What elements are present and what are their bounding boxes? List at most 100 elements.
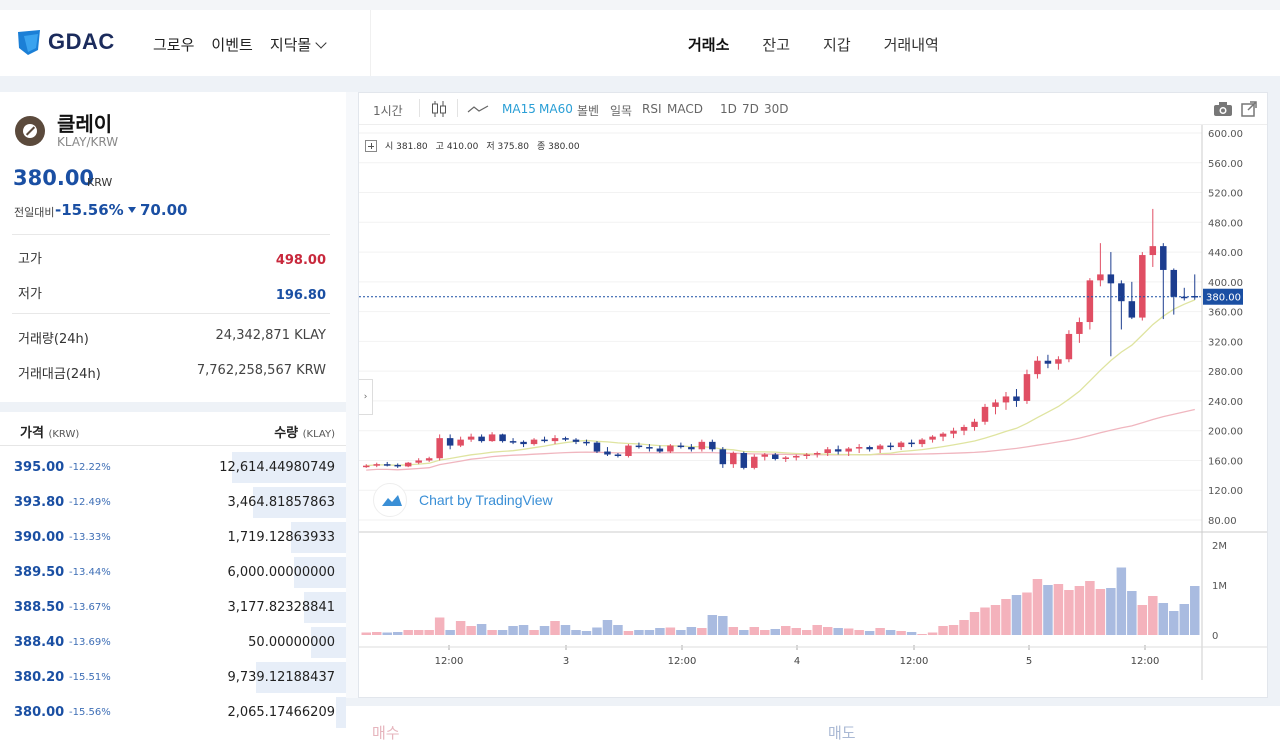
candle-body (404, 462, 412, 467)
orderbook-row[interactable]: 395.00 -12.22% 12,614.44980749 (0, 450, 346, 485)
volume-bar (770, 629, 780, 635)
candlestick-icon[interactable] (431, 100, 447, 118)
candle-body (1160, 246, 1167, 270)
tab-balance[interactable]: 잔고 (762, 36, 791, 54)
depth-bar (311, 627, 346, 658)
expand-icon[interactable] (365, 139, 377, 152)
orderbook-percent: -12.49% (69, 497, 111, 508)
ohlc-high-value: 410.00 (446, 142, 479, 152)
candle-body (551, 438, 559, 442)
price-chart[interactable]: 600.00560.00520.00480.00440.00400.00360.… (359, 125, 1267, 699)
candle-body (625, 445, 632, 456)
top-navigation: GDAC 그로우 이벤트 지닥몰 거래소 잔고 지갑 거래내역 (0, 0, 1280, 76)
orderbook-qty: 12,614.44980749 (219, 460, 335, 475)
tab-exchange[interactable]: 거래소 (688, 36, 730, 54)
candle-body (604, 451, 611, 455)
current-price-badge-label: 380.00 (1206, 293, 1241, 304)
volume-bar (613, 625, 623, 635)
candle-body (415, 460, 422, 463)
range-30d[interactable]: 30D (764, 102, 789, 116)
volume-bar (1001, 599, 1011, 635)
ma60-toggle[interactable]: MA60 (539, 102, 573, 116)
tradingview-attribution[interactable]: Chart by TradingView (373, 483, 553, 517)
indicator-rsi[interactable]: RSI (642, 102, 662, 116)
line-chart-icon[interactable] (467, 104, 489, 114)
volume-bar (676, 630, 686, 635)
depth-bar (291, 522, 346, 553)
candle-body (782, 457, 789, 459)
volume-bar (1137, 605, 1148, 635)
candle-body (1149, 246, 1157, 256)
candle-body (950, 430, 957, 434)
low-label: 저가 (18, 287, 42, 302)
volume-bar (1127, 591, 1137, 635)
panel-gap (346, 92, 358, 698)
orderbook-row[interactable]: 388.40 -13.69% 50.00000000 (0, 625, 346, 660)
candle-body (792, 455, 800, 458)
range-1d[interactable]: 1D (720, 102, 737, 116)
side-toggle[interactable]: › (359, 379, 373, 415)
volume-label: 거래량(24h) (18, 332, 89, 347)
candle-body (971, 421, 978, 427)
nav-event[interactable]: 이벤트 (211, 36, 253, 54)
qty-header: 수량 (KLAY) (274, 422, 335, 441)
depth-bar (294, 557, 346, 588)
interval-select[interactable]: 1시간 (373, 104, 403, 118)
gdac-logo[interactable]: GDAC (16, 28, 115, 56)
low-value: 196.80 (275, 288, 326, 303)
orderbook-qty: 3,464.81857863 (227, 495, 335, 510)
candle-body (908, 442, 915, 445)
volume-bar (1085, 581, 1095, 635)
current-price: 380.00 (13, 166, 95, 190)
nav-mall[interactable]: 지닥몰 (270, 34, 327, 55)
ma15-toggle[interactable]: MA15 (502, 102, 536, 116)
change-percent: -15.56% (55, 201, 124, 219)
orderbook-row[interactable]: 380.00 -15.56% 2,065.17466209 (0, 695, 346, 730)
range-7d[interactable]: 7D (742, 102, 759, 116)
orderbook-row[interactable]: 393.80 -12.49% 3,464.81857863 (0, 485, 346, 520)
orderbook-row[interactable]: 390.00 -13.33% 1,719.12863933 (0, 520, 346, 555)
popout-icon[interactable] (1241, 101, 1257, 117)
tab-history[interactable]: 거래내역 (883, 36, 939, 54)
orderbook-percent: -13.67% (69, 602, 111, 613)
volume-bar (497, 630, 508, 635)
volume-bar (476, 624, 487, 635)
tab-wallet[interactable]: 지갑 (823, 36, 851, 54)
indicator-ichimoku[interactable]: 일목 (610, 104, 633, 118)
sell-tab[interactable]: 매도 (828, 724, 856, 742)
nav-grow[interactable]: 그로우 (153, 36, 195, 54)
orderbook-row[interactable]: 389.50 -13.44% 6,000.00000000 (0, 555, 346, 590)
volume-bar (518, 625, 529, 635)
volume-bar (718, 616, 728, 635)
candle-body (929, 436, 936, 440)
volume-tick-label: 2M (1212, 541, 1227, 552)
volume-bar (739, 630, 749, 635)
candle-body (1002, 396, 1010, 403)
price-header: 가격 (KRW) (20, 422, 79, 441)
candle-body (446, 438, 454, 446)
high-label: 고가 (18, 252, 42, 267)
volume-bar (560, 625, 571, 635)
orderbook-row[interactable]: 388.50 -13.67% 3,177.82328841 (0, 590, 346, 625)
volume-bar (812, 625, 822, 635)
indicator-bollinger[interactable]: 볼벤 (577, 104, 600, 118)
candle-body (562, 438, 569, 440)
volume-bar (728, 627, 739, 635)
orderbook-price: 393.80 (14, 495, 65, 510)
x-tick-label: 12:00 (668, 656, 697, 667)
volume-bar (371, 632, 382, 635)
change-label: 전일대비 (14, 206, 55, 219)
price-tick-label: 360.00 (1208, 308, 1243, 319)
price-tick-label: 80.00 (1208, 516, 1237, 527)
toolbar-divider (457, 99, 458, 117)
candle-body (1034, 360, 1041, 375)
camera-icon[interactable] (1213, 101, 1233, 117)
change-amount: 70.00 (140, 201, 188, 219)
candle-body (583, 441, 590, 444)
candle-body (1023, 374, 1031, 401)
buy-tab[interactable]: 매수 (372, 724, 400, 742)
volume-bar (445, 630, 455, 635)
volume-bar (707, 615, 718, 635)
indicator-macd[interactable]: MACD (667, 102, 703, 116)
orderbook-row[interactable]: 380.20 -15.51% 9,739.12188437 (0, 660, 346, 695)
